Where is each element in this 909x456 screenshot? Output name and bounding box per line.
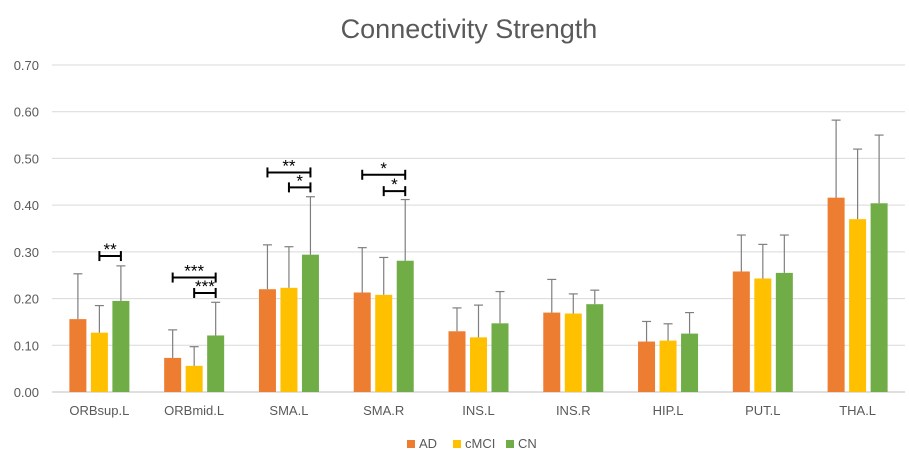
x-tick-label: HIP.L (653, 403, 684, 418)
legend-label-ad: AD (419, 436, 437, 451)
bar-ad-sma-r (353, 292, 371, 392)
bar-cmci-ins-l (470, 337, 487, 392)
y-tick-label: 0.20 (14, 292, 39, 307)
error-bars (73, 119, 884, 366)
bar-ad-orbmid-l (164, 357, 182, 392)
y-tick-label: 0.10 (14, 338, 39, 353)
bar-cmci-orbmid-l (185, 365, 203, 392)
bar-cn-ins-r (586, 304, 604, 392)
x-tick-label: ORBmid.L (164, 403, 224, 418)
legend-swatch-ad (407, 440, 415, 448)
significance-label: *** (184, 262, 204, 281)
x-tick-label: SMA.L (269, 403, 308, 418)
significance-label: *** (195, 277, 215, 296)
significance-label: * (391, 175, 398, 194)
bar-ad-hip-l (638, 341, 656, 392)
y-axis-tick-labels: 0.00 0.10 0.20 0.30 0.40 0.50 0.60 0.70 (14, 58, 39, 400)
bar-cn-put-l (775, 272, 793, 392)
x-tick-label: SMA.R (363, 403, 404, 418)
bar-cmci-sma-r (375, 294, 393, 392)
bar-cn-sma-l (301, 254, 319, 392)
x-tick-label: THA.L (839, 403, 876, 418)
bar-cmci-ins-r (564, 313, 582, 392)
bar-cn-sma-r (396, 260, 414, 392)
bar-cmci-tha-l (849, 219, 867, 392)
legend-swatch-cmci (453, 440, 461, 448)
bar-ad-ins-l (448, 331, 466, 392)
bar-cmci-sma-l (280, 287, 298, 392)
significance-label: * (296, 171, 303, 190)
bar-cmci-put-l (754, 278, 772, 392)
bar-cn-ins-l (491, 323, 509, 392)
gridlines (52, 64, 905, 393)
bar-ad-tha-l (827, 197, 845, 392)
significance-brackets: ************* (98, 156, 407, 298)
bar-cmci-hip-l (659, 340, 677, 392)
bar-ad-sma-l (258, 289, 276, 392)
y-tick-label: 0.60 (14, 105, 39, 120)
x-tick-label: ORBsup.L (69, 403, 129, 418)
legend-item-cmci: cMCI (453, 436, 495, 451)
y-tick-label: 0.40 (14, 198, 39, 213)
legend-item-cn: CN (506, 436, 537, 451)
legend-swatch-cn (506, 440, 514, 448)
legend: AD cMCI CN (407, 436, 537, 451)
bar-ad-put-l (732, 271, 750, 392)
bar-cmci-orbsup-l (90, 332, 108, 392)
bar-ad-orbsup-l (69, 319, 87, 392)
bar-cn-orbsup-l (112, 300, 130, 392)
x-tick-label: INS.L (462, 403, 495, 418)
y-tick-label: 0.50 (14, 151, 39, 166)
chart-title: Connectivity Strength (341, 14, 598, 44)
bar-cn-tha-l (870, 203, 888, 392)
significance-label: * (380, 159, 387, 178)
bar-ad-ins-r (543, 312, 561, 392)
x-tick-label: INS.R (556, 403, 591, 418)
bar-cn-hip-l (681, 333, 699, 392)
legend-item-ad: AD (407, 436, 437, 451)
y-tick-label: 0.30 (14, 245, 39, 260)
significance-label: ** (104, 240, 118, 259)
y-tick-label: 0.70 (14, 58, 39, 73)
bar-cn-orbmid-l (207, 335, 225, 392)
x-tick-label: PUT.L (745, 403, 780, 418)
legend-label-cmci: cMCI (465, 436, 495, 451)
significance-label: ** (282, 156, 296, 175)
y-tick-label: 0.00 (14, 385, 39, 400)
bars (69, 197, 888, 392)
legend-label-cn: CN (518, 436, 537, 451)
x-axis-tick-labels: ORBsup.L ORBmid.L SMA.L SMA.R INS.L INS.R HIP.… (69, 403, 876, 418)
